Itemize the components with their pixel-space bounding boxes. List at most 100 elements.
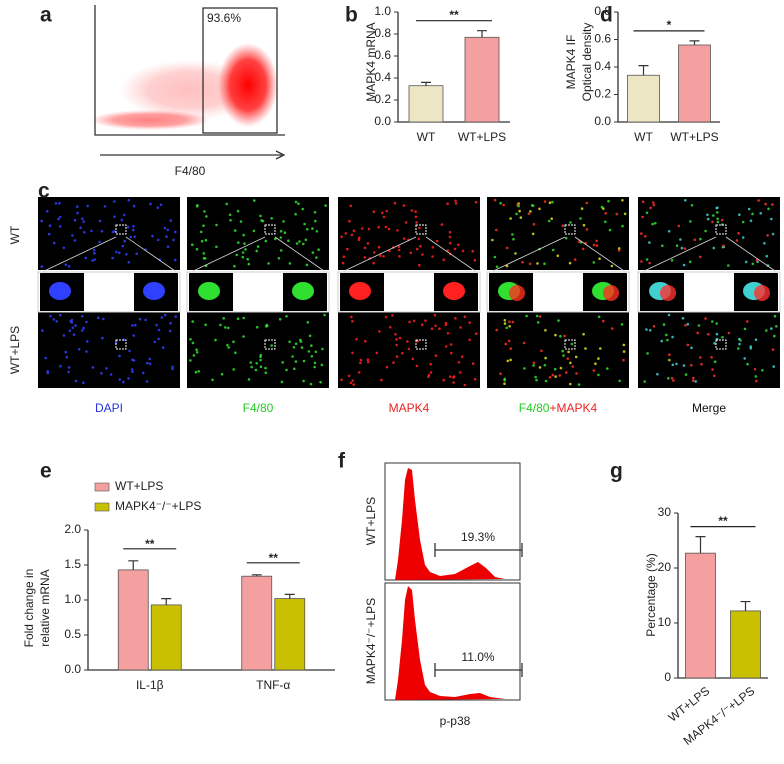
cell xyxy=(755,258,759,262)
cell xyxy=(699,356,702,359)
cell xyxy=(504,342,508,346)
cell xyxy=(661,244,664,247)
cell xyxy=(204,323,207,327)
cell xyxy=(522,341,526,345)
inset-cell xyxy=(603,285,619,301)
cell xyxy=(699,255,702,259)
cell xyxy=(224,326,227,329)
cell xyxy=(58,225,62,228)
cell xyxy=(233,229,237,232)
cell xyxy=(711,368,714,371)
cell xyxy=(737,232,740,235)
cell xyxy=(202,252,206,255)
cell xyxy=(363,246,367,250)
cell xyxy=(540,349,543,353)
cell xyxy=(243,242,246,245)
cell xyxy=(93,251,96,255)
y-axis-label: Fold change in xyxy=(22,569,36,648)
cell xyxy=(610,327,614,330)
cell xyxy=(341,261,345,265)
cell xyxy=(355,337,358,341)
cell xyxy=(514,252,517,255)
cell xyxy=(73,239,77,242)
cell xyxy=(414,215,418,219)
cell xyxy=(553,367,557,371)
panel-label: c xyxy=(38,180,50,203)
cell xyxy=(144,318,147,322)
cell xyxy=(157,337,160,341)
cell xyxy=(270,217,274,220)
cell xyxy=(766,234,769,237)
cell xyxy=(215,223,218,227)
cell xyxy=(544,329,547,332)
axis-arrow xyxy=(100,150,286,160)
cell xyxy=(161,346,165,349)
cell xyxy=(503,382,506,386)
cell xyxy=(40,265,44,268)
cell xyxy=(772,365,775,368)
cell xyxy=(559,334,562,338)
cell xyxy=(131,324,134,327)
cell xyxy=(499,372,502,376)
cell xyxy=(566,357,570,360)
cell xyxy=(567,350,570,354)
cell xyxy=(710,356,713,359)
cell xyxy=(84,256,88,260)
cell xyxy=(302,379,305,383)
cell xyxy=(621,199,624,202)
cell xyxy=(92,248,96,252)
error-bar xyxy=(421,81,431,86)
cell xyxy=(621,224,624,228)
cell xyxy=(280,380,284,384)
cell xyxy=(517,204,520,208)
cell xyxy=(191,320,194,323)
cell xyxy=(608,228,612,232)
cell xyxy=(349,204,353,208)
cell xyxy=(155,323,158,327)
micrograph xyxy=(487,197,629,270)
cell xyxy=(511,233,514,236)
bar xyxy=(274,598,306,671)
x-tick-label: TNF-α xyxy=(256,678,290,692)
cell xyxy=(253,199,256,202)
cell xyxy=(267,262,270,265)
cell xyxy=(711,220,714,224)
cell xyxy=(58,215,62,219)
cell xyxy=(222,317,225,320)
cell xyxy=(64,350,67,354)
cell xyxy=(44,356,47,360)
cell xyxy=(622,350,626,353)
cell xyxy=(416,339,420,343)
cell xyxy=(696,331,699,335)
x-tick-label: WT xyxy=(417,130,436,144)
cell xyxy=(242,335,245,338)
cell xyxy=(307,350,311,353)
cell xyxy=(132,334,136,337)
cell xyxy=(159,203,163,207)
cell xyxy=(773,314,777,318)
significance-label: ** xyxy=(145,537,155,551)
cell xyxy=(602,319,605,323)
cell xyxy=(771,203,774,206)
cell xyxy=(727,331,731,335)
cell xyxy=(448,230,452,234)
y-tick-label: 30 xyxy=(658,505,672,519)
panel-f xyxy=(384,462,523,701)
bar xyxy=(464,36,500,123)
error-bar xyxy=(128,560,139,570)
cell xyxy=(372,210,376,213)
cell xyxy=(577,383,581,386)
cell xyxy=(311,227,314,230)
cell xyxy=(508,320,511,324)
cell xyxy=(452,381,455,384)
cell xyxy=(509,217,512,220)
panel-label: a xyxy=(40,4,52,27)
zoom-lines xyxy=(188,236,328,274)
cell xyxy=(398,254,401,258)
cell xyxy=(347,374,351,378)
cell xyxy=(298,240,301,243)
cell xyxy=(379,254,382,258)
cell xyxy=(503,319,507,322)
cell xyxy=(49,314,52,318)
cell xyxy=(649,206,652,210)
